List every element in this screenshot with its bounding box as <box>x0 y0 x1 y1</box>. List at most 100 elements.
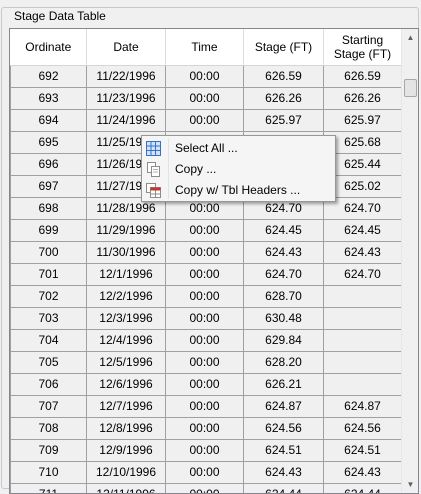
table-row[interactable]: 701 12/1/1996 00:00 624.70 624.70 <box>10 262 402 286</box>
time-cell[interactable]: 00:00 <box>165 64 244 88</box>
ordinate-cell[interactable]: 705 <box>10 350 87 374</box>
ordinate-cell[interactable]: 703 <box>10 306 87 330</box>
date-cell[interactable]: 12/4/1996 <box>86 328 166 352</box>
date-cell[interactable]: 11/23/1996 <box>86 86 166 110</box>
starting-stage-cell[interactable]: 626.59 <box>323 64 402 88</box>
table-row[interactable]: 699 11/29/1996 00:00 624.45 624.45 <box>10 218 402 242</box>
date-cell[interactable]: 11/24/1996 <box>86 108 166 132</box>
starting-stage-cell[interactable] <box>323 350 402 374</box>
time-cell[interactable]: 00:00 <box>165 438 244 462</box>
date-cell[interactable]: 12/1/1996 <box>86 262 166 286</box>
date-cell[interactable]: 12/7/1996 <box>86 394 166 418</box>
time-cell[interactable]: 00:00 <box>165 350 244 374</box>
time-cell[interactable]: 00:00 <box>165 284 244 308</box>
date-cell[interactable]: 12/3/1996 <box>86 306 166 330</box>
time-cell[interactable]: 00:00 <box>165 262 244 286</box>
date-cell[interactable]: 11/30/1996 <box>86 240 166 264</box>
time-cell[interactable]: 00:00 <box>165 218 244 242</box>
table-row[interactable]: 706 12/6/1996 00:00 626.21 <box>10 372 402 396</box>
starting-stage-cell[interactable]: 624.70 <box>323 196 402 220</box>
date-cell[interactable]: 11/22/1996 <box>86 64 166 88</box>
table-row[interactable]: 694 11/24/1996 00:00 625.97 625.97 <box>10 108 402 132</box>
ordinate-cell[interactable]: 702 <box>10 284 87 308</box>
stage-cell[interactable]: 630.48 <box>243 306 324 330</box>
table-row[interactable]: 711 12/11/1996 00:00 624.44 624.44 <box>10 482 402 493</box>
table-row[interactable]: 698 11/28/1996 00:00 624.70 624.70 <box>10 196 402 220</box>
starting-stage-cell[interactable]: 624.45 <box>323 218 402 242</box>
stage-cell[interactable]: 624.43 <box>243 240 324 264</box>
starting-stage-cell[interactable]: 624.56 <box>323 416 402 440</box>
starting-stage-cell[interactable]: 625.97 <box>323 108 402 132</box>
starting-stage-cell[interactable]: 625.68 <box>323 130 402 154</box>
starting-stage-cell[interactable]: 624.43 <box>323 460 402 484</box>
date-cell[interactable]: 12/2/1996 <box>86 284 166 308</box>
stage-cell[interactable]: 624.87 <box>243 394 324 418</box>
starting-stage-cell[interactable] <box>323 306 402 330</box>
date-cell[interactable]: 12/10/1996 <box>86 460 166 484</box>
table-row[interactable]: 707 12/7/1996 00:00 624.87 624.87 <box>10 394 402 418</box>
date-cell[interactable]: 12/5/1996 <box>86 350 166 374</box>
stage-cell[interactable]: 626.26 <box>243 86 324 110</box>
scroll-thumb[interactable] <box>404 79 417 97</box>
menu-item-copy[interactable]: Copy ... <box>142 159 335 180</box>
time-cell[interactable]: 00:00 <box>165 416 244 440</box>
vertical-scrollbar[interactable]: ▲ ▼ <box>401 29 418 493</box>
starting-stage-cell[interactable] <box>323 372 402 396</box>
ordinate-cell[interactable]: 695 <box>10 130 87 154</box>
stage-cell[interactable]: 624.70 <box>243 262 324 286</box>
column-header-starting-stage[interactable]: Starting Stage (FT) <box>323 29 402 66</box>
table-row[interactable]: 692 11/22/1996 00:00 626.59 626.59 <box>10 64 402 88</box>
date-cell[interactable]: 12/9/1996 <box>86 438 166 462</box>
stage-cell[interactable]: 628.20 <box>243 350 324 374</box>
starting-stage-cell[interactable] <box>323 328 402 352</box>
scroll-down-arrow-icon[interactable]: ▼ <box>406 480 415 489</box>
time-cell[interactable]: 00:00 <box>165 86 244 110</box>
ordinate-cell[interactable]: 701 <box>10 262 87 286</box>
starting-stage-cell[interactable]: 625.02 <box>323 174 402 198</box>
starting-stage-cell[interactable]: 624.51 <box>323 438 402 462</box>
column-header-ordinate[interactable]: Ordinate <box>10 29 87 66</box>
starting-stage-cell[interactable]: 626.26 <box>323 86 402 110</box>
ordinate-cell[interactable]: 707 <box>10 394 87 418</box>
stage-cell[interactable]: 624.45 <box>243 218 324 242</box>
ordinate-cell[interactable]: 708 <box>10 416 87 440</box>
time-cell[interactable]: 00:00 <box>165 328 244 352</box>
date-cell[interactable]: 11/29/1996 <box>86 218 166 242</box>
table-row[interactable]: 693 11/23/1996 00:00 626.26 626.26 <box>10 86 402 110</box>
column-header-stage[interactable]: Stage (FT) <box>243 29 324 66</box>
time-cell[interactable]: 00:00 <box>165 240 244 264</box>
table-row[interactable]: 702 12/2/1996 00:00 628.70 <box>10 284 402 308</box>
table-row[interactable]: 710 12/10/1996 00:00 624.43 624.43 <box>10 460 402 484</box>
ordinate-cell[interactable]: 693 <box>10 86 87 110</box>
starting-stage-cell[interactable]: 624.87 <box>323 394 402 418</box>
ordinate-cell[interactable]: 700 <box>10 240 87 264</box>
column-header-date[interactable]: Date <box>86 29 166 66</box>
ordinate-cell[interactable]: 699 <box>10 218 87 242</box>
ordinate-cell[interactable]: 692 <box>10 64 87 88</box>
ordinate-cell[interactable]: 709 <box>10 438 87 462</box>
table-row[interactable]: 709 12/9/1996 00:00 624.51 624.51 <box>10 438 402 462</box>
stage-cell[interactable]: 626.59 <box>243 64 324 88</box>
stage-cell[interactable]: 626.21 <box>243 372 324 396</box>
column-header-time[interactable]: Time <box>165 29 244 66</box>
scroll-up-arrow-icon[interactable]: ▲ <box>406 33 415 42</box>
date-cell[interactable]: 12/8/1996 <box>86 416 166 440</box>
time-cell[interactable]: 00:00 <box>165 306 244 330</box>
stage-cell[interactable]: 624.43 <box>243 460 324 484</box>
ordinate-cell[interactable]: 694 <box>10 108 87 132</box>
menu-item-copy-with-headers[interactable]: Copy w/ Tbl Headers ... <box>142 180 335 201</box>
starting-stage-cell[interactable]: 624.70 <box>323 262 402 286</box>
ordinate-cell[interactable]: 711 <box>10 482 87 493</box>
starting-stage-cell[interactable] <box>323 284 402 308</box>
table-row[interactable]: 704 12/4/1996 00:00 629.84 <box>10 328 402 352</box>
stage-cell[interactable]: 624.56 <box>243 416 324 440</box>
ordinate-cell[interactable]: 696 <box>10 152 87 176</box>
table-row[interactable]: 700 11/30/1996 00:00 624.43 624.43 <box>10 240 402 264</box>
stage-cell[interactable]: 625.97 <box>243 108 324 132</box>
table-row[interactable]: 705 12/5/1996 00:00 628.20 <box>10 350 402 374</box>
stage-cell[interactable]: 628.70 <box>243 284 324 308</box>
time-cell[interactable]: 00:00 <box>165 460 244 484</box>
ordinate-cell[interactable]: 697 <box>10 174 87 198</box>
menu-item-select-all[interactable]: Select All ... <box>142 138 335 159</box>
starting-stage-cell[interactable]: 625.44 <box>323 152 402 176</box>
